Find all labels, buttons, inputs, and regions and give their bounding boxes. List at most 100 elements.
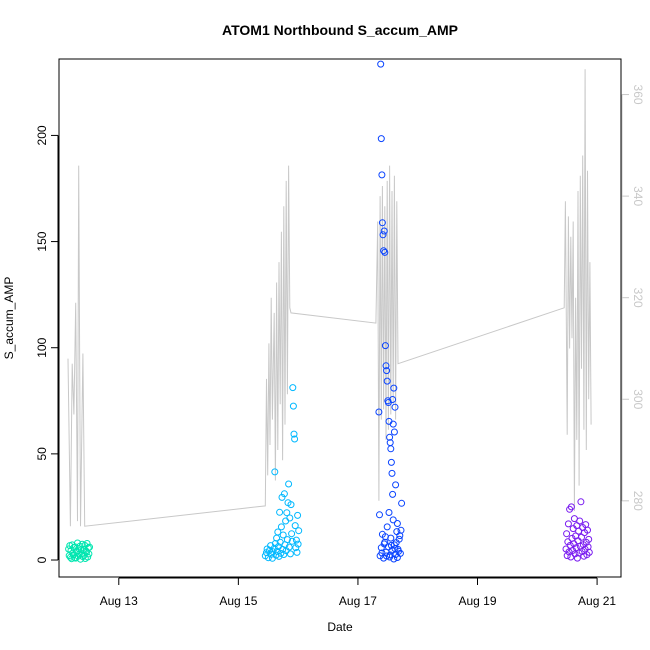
data-point (390, 555, 398, 563)
data-point (277, 523, 285, 531)
data-point (577, 498, 585, 506)
data-point (585, 535, 593, 543)
x-tick-label: Aug 17 (339, 594, 377, 608)
data-point (583, 551, 591, 559)
data-point (378, 171, 386, 179)
data-point (86, 543, 93, 551)
data-point (294, 511, 302, 519)
axes-layer: Aug 13 Aug 15 Aug 17 Aug 19 Aug 21 0 50 100 150 2… (35, 85, 645, 608)
data-point (290, 430, 298, 438)
data-point (389, 420, 397, 428)
data-point (381, 248, 389, 256)
data-point (289, 384, 297, 392)
data-point (288, 530, 296, 538)
data-point (391, 403, 399, 411)
data-point (387, 458, 395, 466)
data-point (280, 551, 288, 558)
data-point (381, 342, 389, 350)
data-point (291, 435, 299, 443)
y-tick-label: 200 (35, 125, 49, 145)
data-point (83, 540, 91, 547)
data-point (390, 541, 398, 549)
data-point (271, 468, 279, 476)
data-point (288, 537, 296, 545)
data-point (387, 445, 395, 453)
data-point (285, 480, 293, 488)
data-point (378, 219, 386, 227)
data-point (85, 550, 93, 558)
data-point (279, 531, 287, 539)
data-point (383, 367, 391, 375)
data-point (277, 549, 285, 557)
x-axis-label: Date (327, 620, 353, 634)
data-point (564, 538, 572, 546)
data-point (389, 516, 397, 524)
data-point (388, 469, 396, 477)
data-point (286, 550, 294, 558)
secondary-series-line (67, 69, 592, 527)
data-point (283, 509, 291, 517)
y-tick-label: 150 (35, 231, 49, 251)
data-point (393, 554, 401, 561)
data-point (389, 396, 397, 403)
data-point (293, 548, 301, 556)
data-point (398, 499, 406, 507)
point-cluster-1 (65, 539, 93, 563)
data-point (379, 231, 387, 239)
data-point (576, 517, 584, 525)
data-point (294, 540, 302, 548)
data-point (392, 481, 400, 489)
scatter-points-layer (65, 60, 593, 563)
data-point (585, 548, 593, 556)
data-point (380, 227, 388, 235)
data-point (295, 527, 303, 535)
data-point (386, 551, 394, 559)
data-point (286, 514, 294, 522)
x-tick-label: Aug 19 (458, 594, 496, 608)
data-point (572, 544, 580, 552)
data-point (391, 545, 399, 553)
data-point (564, 520, 572, 528)
x-tick-label: Aug 13 (100, 594, 138, 608)
data-point (584, 526, 591, 534)
data-point (375, 408, 383, 416)
data-point (393, 520, 401, 527)
data-point (278, 493, 286, 501)
y-tick-label: 100 (35, 337, 49, 357)
data-point (397, 526, 405, 534)
data-point (390, 428, 398, 436)
secondary-line-layer (67, 69, 592, 527)
y2-tick-label: 300 (631, 389, 645, 409)
data-point (567, 503, 575, 511)
data-point (280, 490, 288, 498)
y-tick-label: 50 (35, 447, 49, 461)
data-point (383, 377, 391, 385)
data-point (381, 533, 389, 541)
data-point (563, 530, 571, 538)
plot-frame (58, 58, 622, 578)
x-tick-label: Aug 21 (578, 594, 616, 608)
x-tick-label: Aug 15 (219, 594, 257, 608)
data-point (274, 528, 282, 536)
point-cluster-2 (261, 384, 303, 562)
data-point (276, 508, 284, 516)
data-point (292, 544, 300, 552)
data-point (380, 540, 388, 548)
data-point (283, 536, 291, 544)
data-point (390, 384, 398, 392)
y2-tick-label: 280 (631, 491, 645, 511)
y2-tick-label: 360 (631, 85, 645, 105)
data-point (266, 546, 273, 554)
data-point (289, 402, 297, 410)
data-point (287, 501, 295, 509)
data-point (386, 433, 394, 441)
y-tick-label: 0 (35, 556, 49, 563)
point-cluster-4 (562, 498, 593, 562)
data-point (389, 490, 397, 498)
data-point (396, 532, 404, 540)
data-point (292, 536, 300, 544)
data-point (291, 522, 299, 530)
y-axis-label: S_accum_AMP (2, 277, 16, 360)
